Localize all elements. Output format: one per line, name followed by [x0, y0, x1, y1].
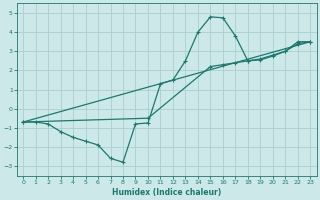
X-axis label: Humidex (Indice chaleur): Humidex (Indice chaleur) [112, 188, 221, 197]
